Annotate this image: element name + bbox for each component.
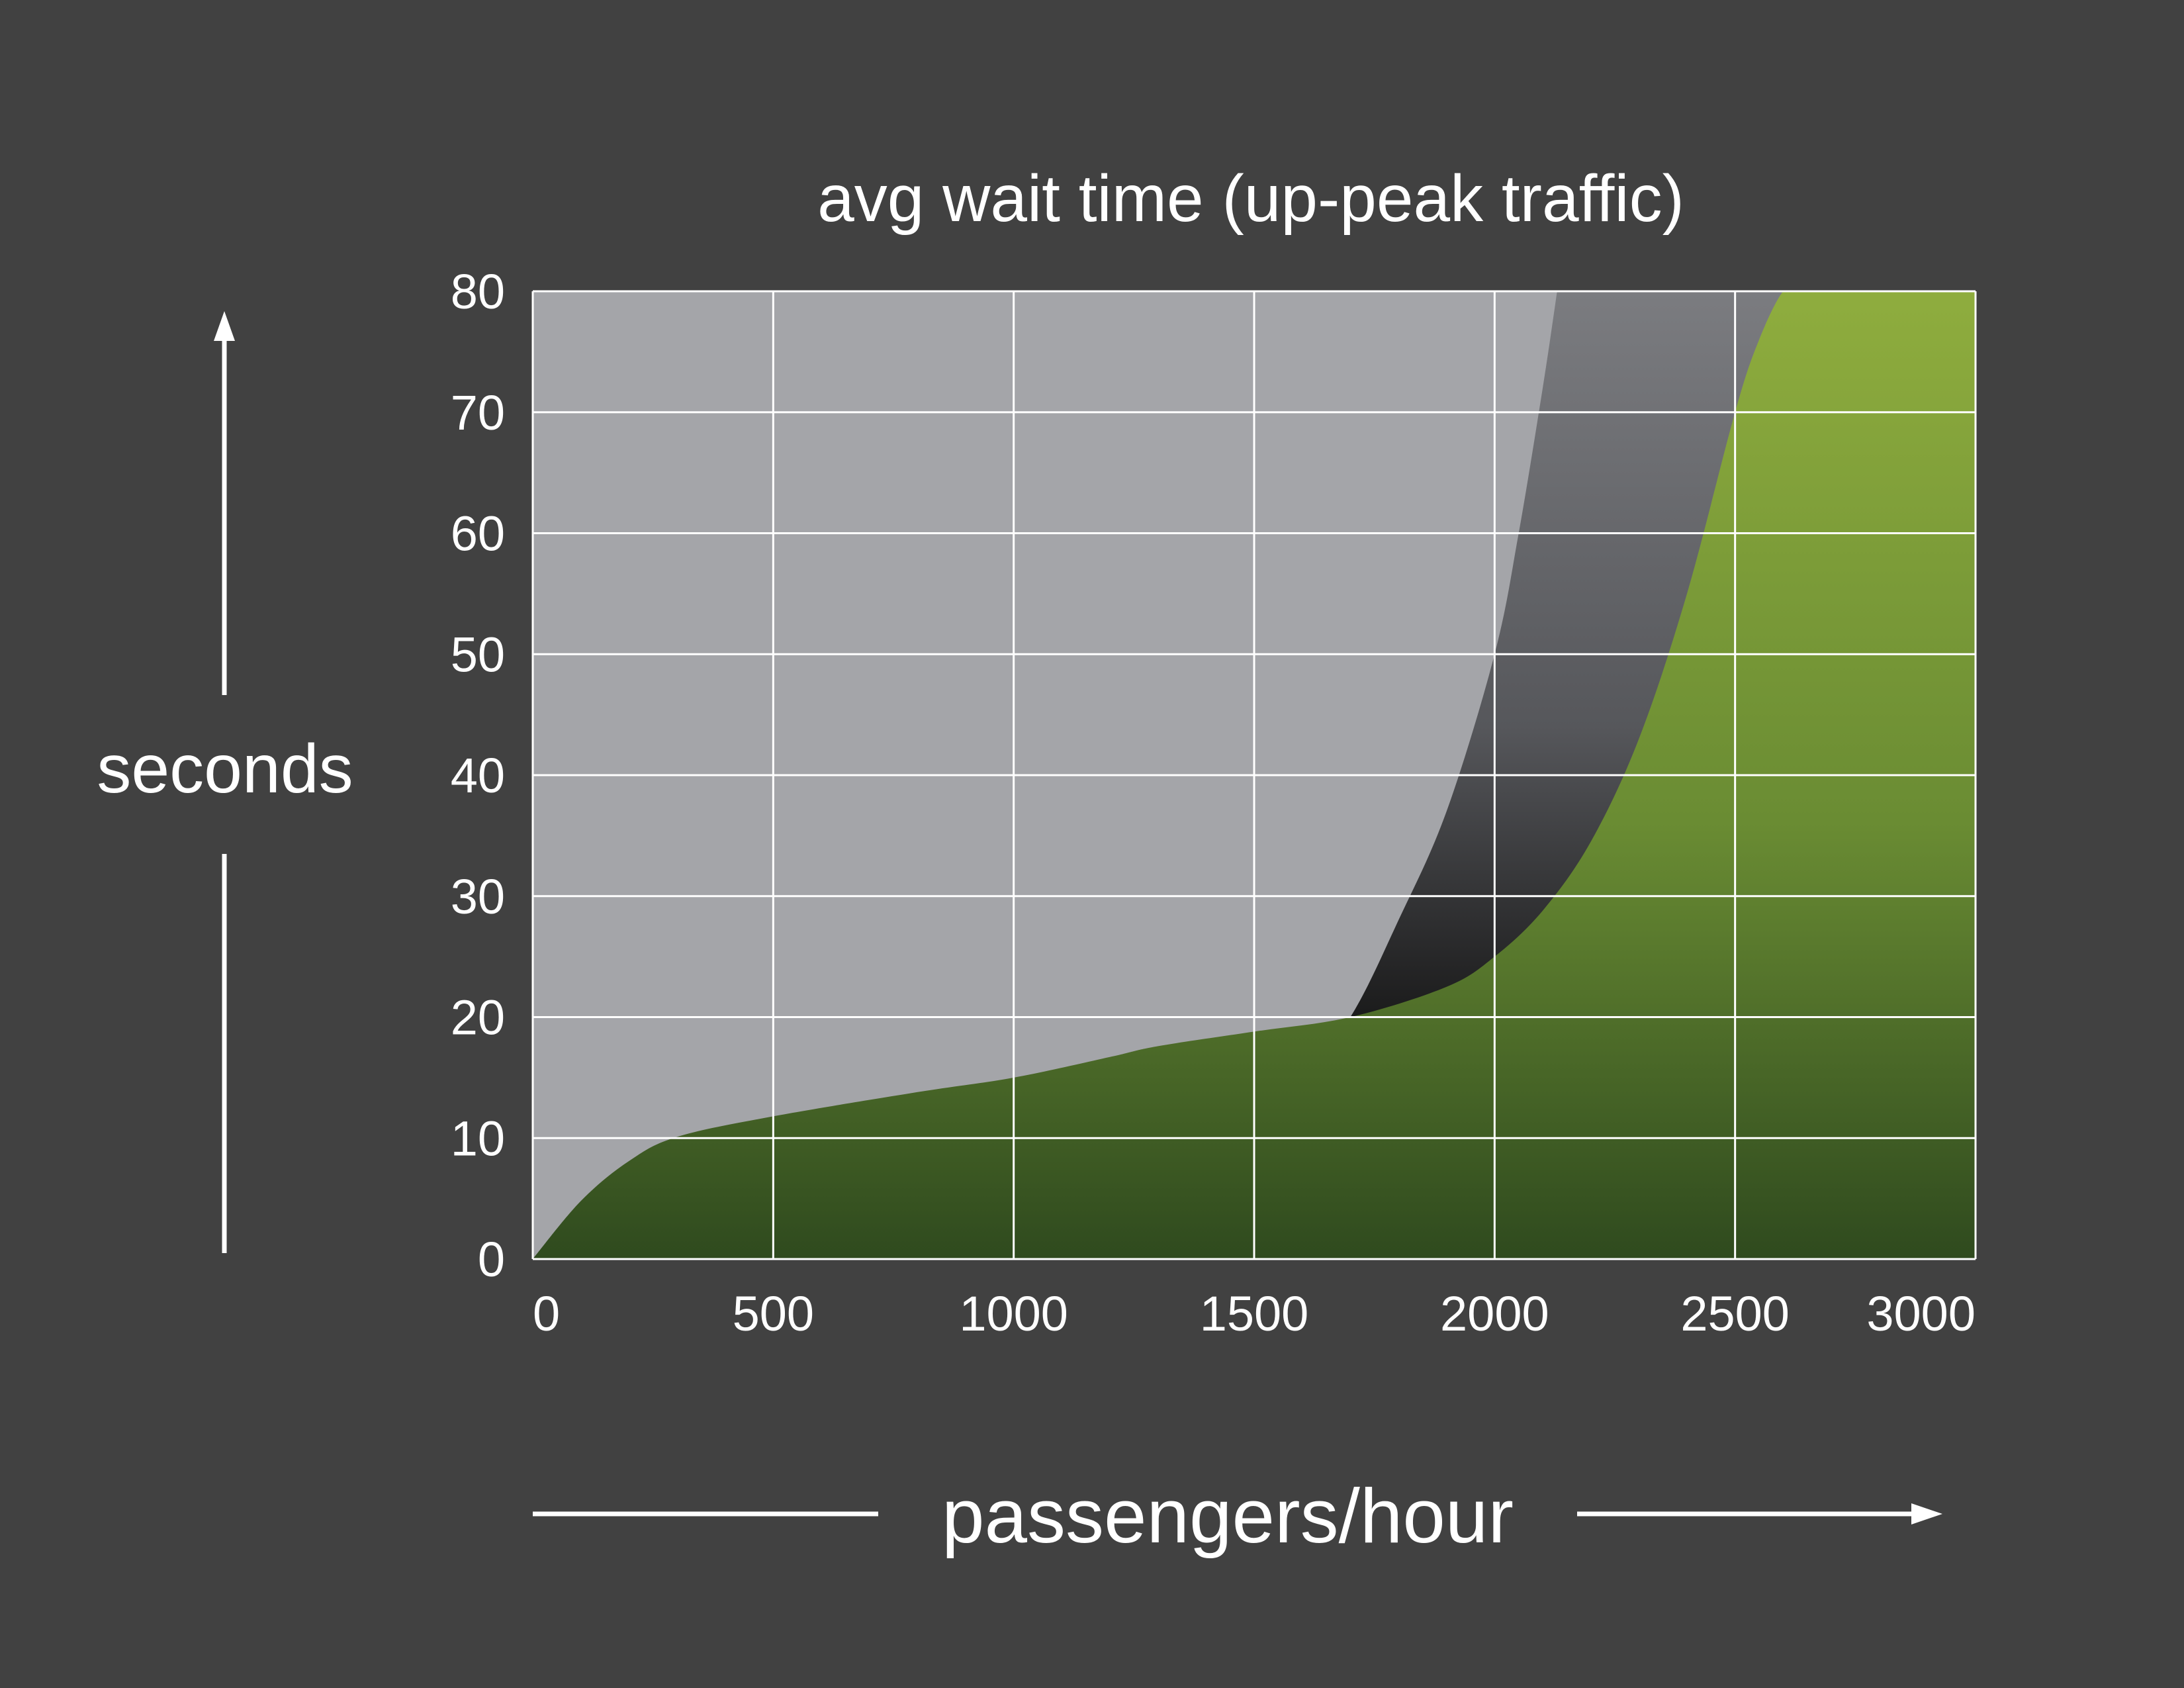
x-tick-label: 1000: [959, 1286, 1068, 1341]
y-tick-label: 70: [451, 385, 505, 440]
x-tick-label: 3000: [1866, 1286, 1976, 1341]
y-tick-label: 0: [478, 1232, 505, 1287]
y-tick-label: 30: [451, 869, 505, 924]
chart-title: avg wait time (up-peak traffic): [817, 162, 1684, 236]
y-tick-label: 50: [451, 627, 505, 682]
x-tick-labels: 0 500 1000 1500 2000 2500 3000: [533, 1286, 1976, 1341]
x-tick-label: 2500: [1680, 1286, 1790, 1341]
x-axis-arrow: [533, 1503, 1942, 1524]
y-tick-label: 40: [451, 748, 505, 803]
arrow-up-icon: [214, 311, 235, 341]
y-tick-label: 10: [451, 1111, 505, 1166]
arrow-right-icon: [1911, 1503, 1942, 1524]
x-tick-label: 500: [733, 1286, 814, 1341]
y-tick-label: 60: [451, 506, 505, 561]
y-tick-label: 20: [451, 990, 505, 1045]
x-tick-label: 0: [533, 1286, 560, 1341]
x-tick-label: 1500: [1200, 1286, 1309, 1341]
x-axis-label: passengers/hour: [941, 1473, 1514, 1559]
y-axis-label: seconds: [97, 731, 353, 808]
x-tick-label: 2000: [1440, 1286, 1549, 1341]
y-axis-arrow: [214, 311, 235, 1253]
y-tick-labels: 0 10 20 30 40 50 60 70 80: [451, 264, 505, 1287]
grid-lines: [531, 290, 1977, 1260]
y-tick-label: 80: [451, 264, 505, 319]
